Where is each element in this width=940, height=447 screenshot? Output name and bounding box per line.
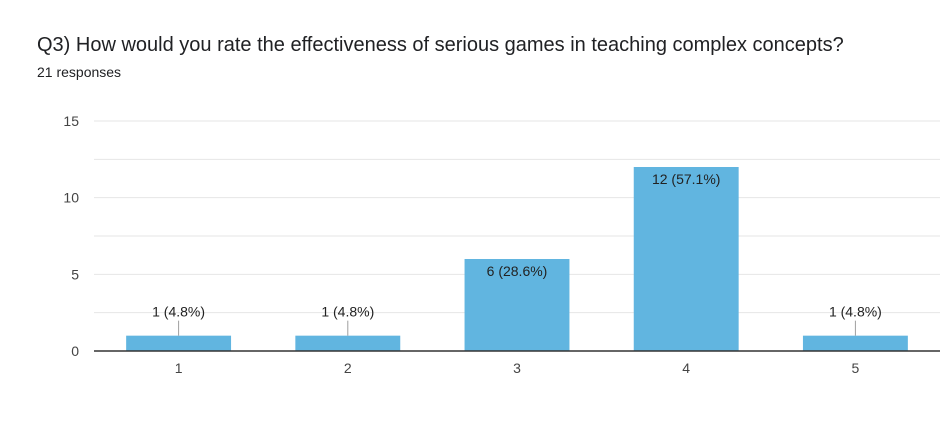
bar-1 bbox=[126, 335, 232, 351]
y-tick-label: 5 bbox=[71, 266, 79, 282]
x-tick-label: 1 bbox=[175, 360, 183, 376]
x-tick-label: 5 bbox=[852, 360, 860, 376]
response-count: 21 responses bbox=[37, 64, 122, 80]
data-label: 6 (28.6%) bbox=[487, 263, 548, 279]
data-label: 1 (4.8%) bbox=[829, 304, 882, 320]
bar-5 bbox=[802, 335, 908, 351]
bar-4 bbox=[633, 167, 739, 351]
bar-3 bbox=[464, 259, 570, 351]
x-tick-label: 4 bbox=[682, 360, 690, 376]
question-title: Q3) How would you rate the effectiveness… bbox=[37, 34, 844, 56]
y-tick-label: 0 bbox=[71, 343, 79, 359]
x-tick-label: 2 bbox=[344, 360, 352, 376]
y-tick-label: 15 bbox=[63, 113, 79, 129]
data-label: 1 (4.8%) bbox=[321, 304, 374, 320]
data-label: 12 (57.1%) bbox=[652, 171, 720, 187]
bar-2 bbox=[295, 335, 401, 351]
y-tick-label: 10 bbox=[63, 190, 79, 206]
data-label: 1 (4.8%) bbox=[152, 304, 205, 320]
x-tick-label: 3 bbox=[513, 360, 521, 376]
